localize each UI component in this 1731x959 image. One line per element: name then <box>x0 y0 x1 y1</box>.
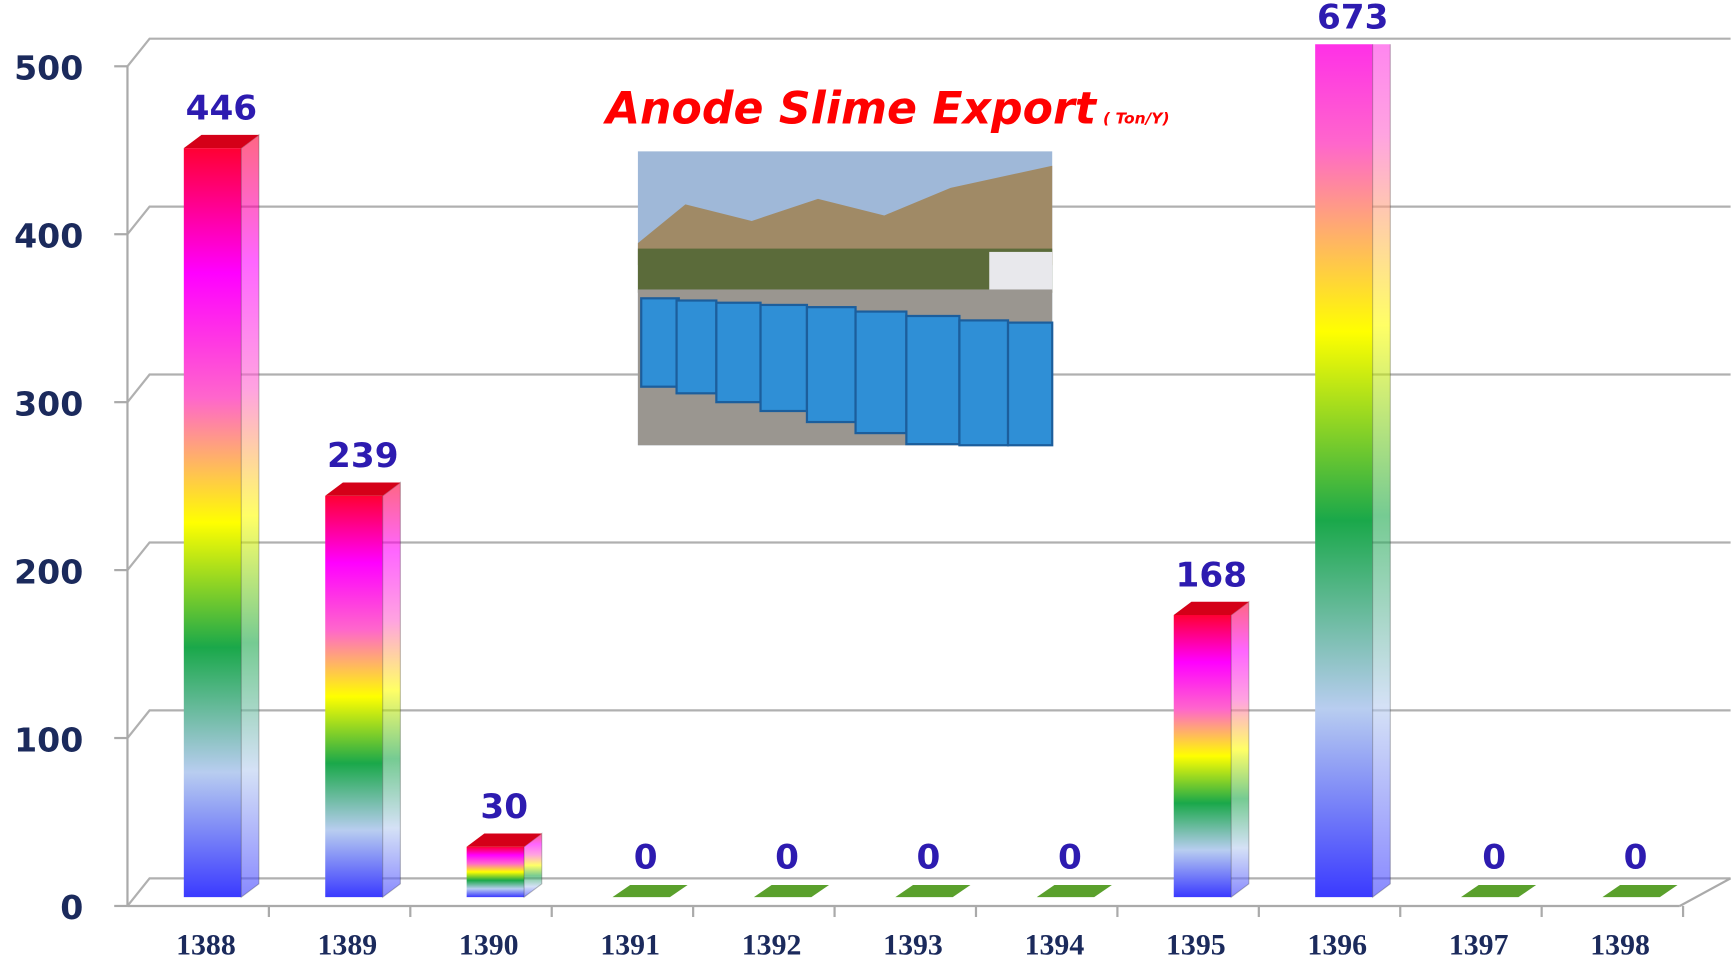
value-label: 30 <box>480 787 528 827</box>
zero-bar <box>1602 885 1677 897</box>
y-tick-label: 200 <box>14 552 83 591</box>
x-tick-label: 1397 <box>1449 929 1509 959</box>
bar-face <box>325 496 382 897</box>
y-tick-label: 300 <box>14 384 83 423</box>
bar-face <box>184 148 241 897</box>
value-label: 446 <box>186 88 258 128</box>
x-tick-label: 1391 <box>600 929 660 959</box>
x-tick-label: 1392 <box>742 929 802 959</box>
bar-side <box>1231 602 1249 897</box>
photo <box>638 151 1052 445</box>
y-tick-label: 500 <box>14 49 83 88</box>
x-tick-label: 1396 <box>1307 929 1367 959</box>
x-tick-label: 1388 <box>176 929 236 959</box>
chart-title: Anode Slime Export <box>603 84 1098 135</box>
value-label: 0 <box>1482 837 1506 877</box>
x-axis-depth <box>1680 878 1731 906</box>
value-label: 0 <box>917 837 941 877</box>
y-tick-label: 400 <box>14 216 83 255</box>
value-label: 0 <box>775 837 799 877</box>
x-tick-label: 1389 <box>318 929 378 959</box>
value-label: 168 <box>1176 555 1248 595</box>
bar-side <box>1373 0 1391 897</box>
zero-bar <box>754 885 829 897</box>
zero-bar <box>612 885 687 897</box>
value-label: 673 <box>1317 0 1389 38</box>
x-tick-label: 1393 <box>883 929 943 959</box>
value-label: 0 <box>634 837 658 877</box>
unit-label: ( Ton/Y) <box>1103 110 1170 128</box>
chart: Anode Slime Export ( Ton/Y) 010020030040… <box>0 0 1731 959</box>
x-tick-label: 1394 <box>1025 929 1085 959</box>
bar-face <box>467 847 524 897</box>
grid-line <box>127 39 1730 67</box>
bar-side <box>383 483 401 898</box>
value-label: 239 <box>327 436 399 476</box>
bar-face <box>1174 615 1231 897</box>
value-label: 0 <box>1058 837 1082 877</box>
x-tick-label: 1395 <box>1166 929 1226 959</box>
y-tick-label: 100 <box>14 720 83 759</box>
x-tick-label: 1398 <box>1590 929 1650 959</box>
zero-bar <box>1461 885 1536 897</box>
zero-bar <box>895 885 970 897</box>
bar-face <box>1315 0 1372 897</box>
bar-side <box>241 135 259 897</box>
x-tick-label: 1390 <box>459 929 519 959</box>
zero-bar <box>1037 885 1112 897</box>
y-tick-label: 0 <box>60 888 83 927</box>
value-label: 0 <box>1624 837 1648 877</box>
